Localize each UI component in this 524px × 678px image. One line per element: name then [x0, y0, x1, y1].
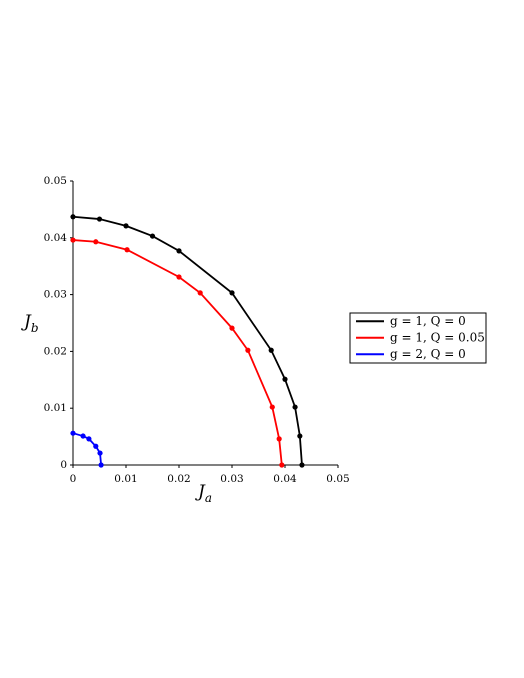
- x-tick-label: 0.02: [167, 473, 190, 485]
- data-point: [70, 214, 76, 220]
- legend-label: g = 1, Q = 0.05: [390, 330, 485, 344]
- data-point: [282, 376, 288, 382]
- data-point: [292, 404, 298, 410]
- data-point: [276, 436, 282, 442]
- data-point: [98, 462, 104, 468]
- data-point: [176, 248, 182, 254]
- y-label-subscript: b: [31, 321, 39, 335]
- x-tick-label: 0.05: [326, 473, 349, 485]
- y-tick-label: 0: [60, 459, 67, 471]
- x-label-subscript: a: [205, 491, 212, 505]
- data-point: [245, 347, 251, 353]
- data-point: [176, 274, 182, 280]
- data-point: [86, 436, 92, 442]
- series-line: [72, 239, 283, 466]
- x-tick-label: 0.01: [114, 473, 137, 485]
- data-point: [96, 216, 103, 222]
- y-tick-label: 0.04: [44, 232, 68, 244]
- data-point: [123, 223, 129, 229]
- x-tick-label: 0.03: [220, 473, 243, 485]
- data-point: [269, 404, 275, 410]
- data-point: [229, 325, 235, 331]
- data-point: [93, 239, 99, 245]
- y-tick-label: 0.01: [44, 402, 67, 414]
- data-point: [297, 433, 303, 439]
- y-tick-label: 0.05: [44, 175, 67, 187]
- data-point: [229, 290, 235, 296]
- data-point: [299, 462, 305, 468]
- y-axis-label: Jb: [21, 312, 39, 335]
- x-axis-label: Ja: [195, 482, 212, 505]
- x-tick-label: 0.04: [273, 473, 297, 485]
- data-point: [80, 433, 86, 439]
- data-point: [70, 237, 76, 243]
- data-point: [97, 450, 103, 456]
- x-tick-label: 0: [70, 473, 77, 485]
- data-point: [279, 462, 285, 468]
- data-point: [70, 430, 76, 436]
- y-label-symbol: J: [21, 312, 32, 332]
- y-tick-label: 0.03: [44, 289, 67, 301]
- data-point: [197, 290, 203, 296]
- data-point: [268, 347, 274, 353]
- data-point: [93, 443, 99, 449]
- data-point: [149, 233, 156, 239]
- x-label-symbol: J: [195, 482, 206, 502]
- legend-label: g = 1, Q = 0: [390, 314, 466, 328]
- data-point: [124, 247, 130, 253]
- y-tick-label: 0.02: [44, 345, 67, 357]
- series-line: [72, 215, 303, 466]
- legend-label: g = 2, Q = 0: [390, 347, 466, 361]
